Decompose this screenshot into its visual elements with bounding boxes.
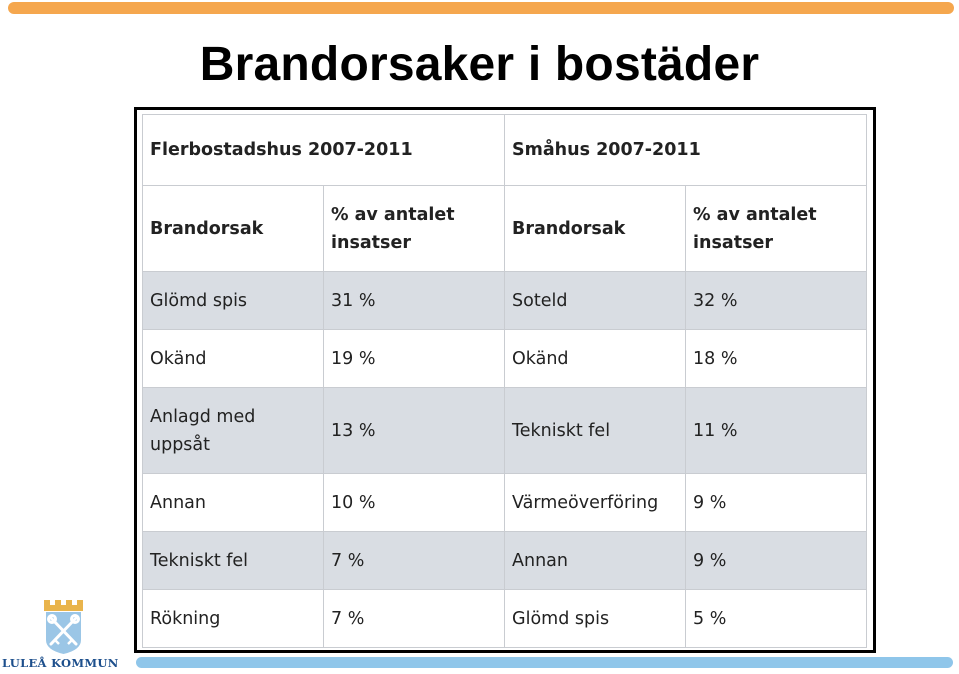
table-cell: Soteld xyxy=(504,271,687,330)
table-cell: Okänd xyxy=(504,329,687,388)
table-cell: Annan xyxy=(504,531,687,590)
table-cell: 13 % xyxy=(322,387,506,474)
table-cell: Annan xyxy=(142,473,324,532)
table-cell: 9 % xyxy=(685,473,868,532)
column-header: Brandorsak xyxy=(504,185,687,272)
table-cell: 19 % xyxy=(322,329,506,388)
column-header: % av antalet insatser xyxy=(685,185,868,272)
table-row: Rökning 7 % Glömd spis 5 % xyxy=(142,589,868,648)
bottom-accent-bar xyxy=(136,657,953,668)
table-cell: 32 % xyxy=(685,271,868,330)
table-cell: 31 % xyxy=(322,271,506,330)
right-group-title: Småhus 2007-2011 xyxy=(504,114,868,186)
group-title-row: Flerbostadshus 2007-2011 Småhus 2007-201… xyxy=(141,114,868,186)
table-cell: Glömd spis xyxy=(504,589,687,648)
table-cell: 10 % xyxy=(322,473,506,532)
table-cell: Tekniskt fel xyxy=(504,387,687,474)
fire-causes-table: Flerbostadshus 2007-2011 Småhus 2007-201… xyxy=(141,114,868,648)
table-row: Annan 10 % Värmeöverföring 9 % xyxy=(142,473,868,532)
slide-title: Brandorsaker i bostäder xyxy=(199,38,760,91)
left-group-title: Flerbostadshus 2007-2011 xyxy=(141,114,506,186)
table-cell: Anlagd med uppsåt xyxy=(142,387,324,474)
crossed-keys-crest-icon xyxy=(44,600,83,654)
table-cell: Okänd xyxy=(142,329,324,388)
table-row: Okänd 19 % Okänd 18 % xyxy=(142,329,868,388)
table-cell: Glömd spis xyxy=(142,271,324,330)
table-cell: 5 % xyxy=(685,589,868,648)
logo-text: LULEÅ KOMMUN xyxy=(2,656,119,670)
table-cell: 9 % xyxy=(685,531,868,590)
table-cell: 11 % xyxy=(685,387,868,474)
column-header-row: Brandorsak % av antalet insatser Brandor… xyxy=(142,185,868,272)
column-header: % av antalet insatser xyxy=(322,185,506,272)
table-cell: Rökning xyxy=(142,589,324,648)
table-cell: Värmeöverföring xyxy=(504,473,687,532)
table-cell: 7 % xyxy=(322,531,506,590)
table-row: Glömd spis 31 % Soteld 32 % xyxy=(142,271,868,330)
top-accent-bar xyxy=(8,2,954,14)
table-cell: Tekniskt fel xyxy=(142,531,324,590)
column-header: Brandorsak xyxy=(142,185,324,272)
table-row: Anlagd med uppsåt 13 % Tekniskt fel 11 % xyxy=(142,387,868,474)
table-cell: 18 % xyxy=(685,329,868,388)
table-row: Tekniskt fel 7 % Annan 9 % xyxy=(142,531,868,590)
table-cell: 7 % xyxy=(322,589,506,648)
